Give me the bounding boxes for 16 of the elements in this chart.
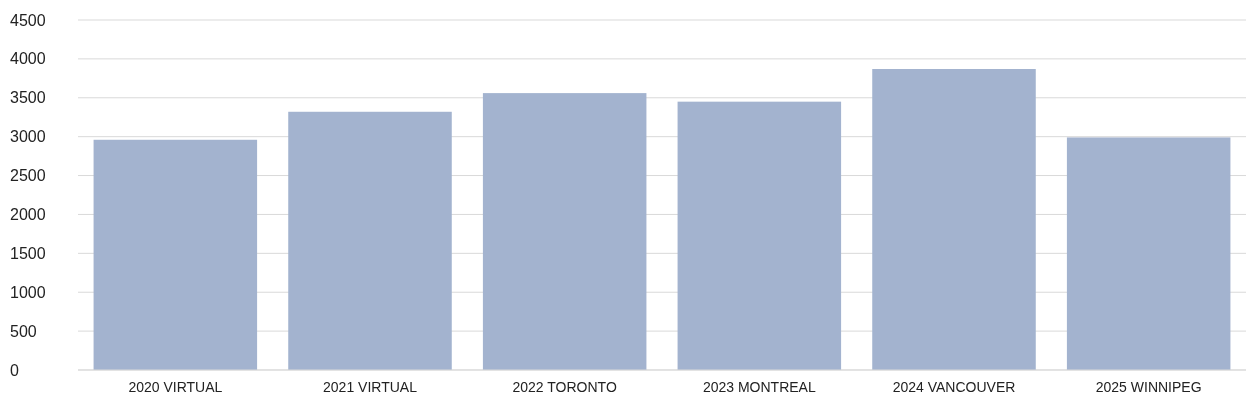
y-tick-label: 1500 bbox=[10, 244, 46, 262]
x-tick-label: 2022 TORONTO bbox=[512, 379, 617, 395]
y-tick-label: 2500 bbox=[10, 167, 46, 185]
x-tick-label: 2025 WINNIPEG bbox=[1095, 379, 1202, 395]
x-tick-label: 2023 MONTREAL bbox=[702, 379, 816, 395]
y-tick-label: 3000 bbox=[10, 128, 46, 146]
y-tick-label: 4000 bbox=[10, 50, 46, 68]
x-tick-label: 2021 VIRTUAL bbox=[323, 379, 418, 395]
x-tick-label: 2024 VANCOUVER bbox=[892, 379, 1016, 395]
y-tick-label: 1000 bbox=[10, 283, 46, 301]
y-tick-label: 4500 bbox=[10, 11, 46, 29]
x-tick-label: 2020 VIRTUAL bbox=[128, 379, 223, 395]
y-tick-label: 3500 bbox=[10, 89, 46, 107]
y-tick-label: 2000 bbox=[10, 206, 46, 224]
y-tick-label: 500 bbox=[10, 322, 37, 340]
y-tick-label: 0 bbox=[10, 361, 19, 379]
